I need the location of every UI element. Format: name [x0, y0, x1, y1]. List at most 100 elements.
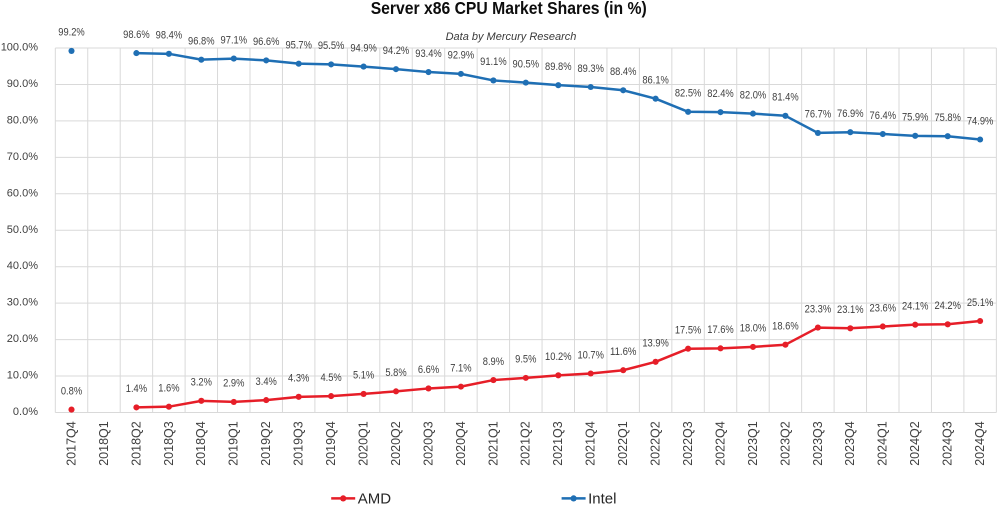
svg-text:2018Q1: 2018Q1 — [97, 421, 111, 466]
svg-text:9.5%: 9.5% — [515, 354, 536, 366]
svg-text:2017Q4: 2017Q4 — [64, 421, 78, 466]
svg-text:13.9%: 13.9% — [642, 338, 669, 350]
svg-text:2018Q3: 2018Q3 — [162, 421, 176, 466]
svg-text:82.0%: 82.0% — [740, 89, 767, 101]
svg-text:2024Q2: 2024Q2 — [908, 421, 922, 466]
svg-text:94.9%: 94.9% — [350, 42, 377, 54]
svg-text:40.0%: 40.0% — [7, 260, 38, 272]
svg-text:70.0%: 70.0% — [7, 151, 38, 163]
svg-text:18.0%: 18.0% — [740, 323, 767, 335]
svg-text:4.5%: 4.5% — [320, 372, 341, 384]
svg-text:24.2%: 24.2% — [934, 300, 961, 312]
svg-text:76.9%: 76.9% — [837, 108, 864, 120]
svg-text:10.7%: 10.7% — [577, 349, 604, 361]
svg-text:3.2%: 3.2% — [191, 377, 212, 389]
svg-text:4.3%: 4.3% — [288, 373, 309, 385]
svg-text:95.5%: 95.5% — [318, 40, 345, 52]
svg-text:82.4%: 82.4% — [707, 88, 734, 100]
svg-text:96.8%: 96.8% — [188, 36, 215, 48]
svg-text:2018Q2: 2018Q2 — [129, 421, 143, 466]
svg-text:2018Q4: 2018Q4 — [194, 421, 208, 466]
svg-text:1.6%: 1.6% — [158, 383, 179, 395]
svg-text:98.6%: 98.6% — [123, 29, 150, 41]
svg-text:23.1%: 23.1% — [837, 304, 864, 316]
svg-text:1.4%: 1.4% — [126, 383, 147, 395]
svg-text:2021Q4: 2021Q4 — [584, 421, 598, 466]
svg-text:AMD: AMD — [358, 490, 392, 507]
svg-text:2022Q3: 2022Q3 — [681, 421, 695, 466]
svg-text:Server x86 CPU Market Shares (: Server x86 CPU Market Shares (in %) — [371, 0, 647, 18]
svg-text:17.5%: 17.5% — [675, 325, 702, 337]
svg-text:75.8%: 75.8% — [934, 112, 961, 124]
svg-text:3.4%: 3.4% — [256, 376, 277, 388]
svg-text:60.0%: 60.0% — [7, 187, 38, 199]
svg-text:2023Q1: 2023Q1 — [746, 421, 760, 466]
svg-text:2022Q1: 2022Q1 — [616, 421, 630, 466]
svg-text:92.9%: 92.9% — [448, 50, 475, 62]
svg-text:2020Q3: 2020Q3 — [421, 421, 435, 466]
svg-text:2021Q2: 2021Q2 — [519, 421, 533, 466]
svg-text:2019Q3: 2019Q3 — [292, 421, 306, 466]
svg-text:2024Q1: 2024Q1 — [876, 421, 890, 466]
svg-text:6.6%: 6.6% — [418, 364, 439, 376]
svg-text:23.3%: 23.3% — [805, 303, 832, 315]
svg-text:89.8%: 89.8% — [545, 61, 572, 73]
svg-text:86.1%: 86.1% — [642, 75, 669, 87]
svg-text:25.1%: 25.1% — [967, 297, 994, 309]
svg-text:97.1%: 97.1% — [221, 34, 248, 46]
svg-text:88.4%: 88.4% — [610, 66, 637, 78]
svg-text:5.8%: 5.8% — [385, 367, 406, 379]
svg-text:2021Q3: 2021Q3 — [551, 421, 565, 466]
svg-text:80.0%: 80.0% — [7, 114, 38, 126]
svg-text:Data by Mercury Research: Data by Mercury Research — [446, 31, 577, 43]
svg-text:11.6%: 11.6% — [610, 346, 637, 358]
svg-text:8.9%: 8.9% — [483, 356, 504, 368]
svg-text:0.8%: 0.8% — [61, 385, 82, 397]
svg-text:24.1%: 24.1% — [902, 301, 929, 313]
svg-text:0.0%: 0.0% — [13, 406, 38, 418]
svg-text:2023Q3: 2023Q3 — [811, 421, 825, 466]
svg-text:2024Q4: 2024Q4 — [973, 421, 987, 466]
svg-text:82.5%: 82.5% — [675, 88, 702, 100]
svg-text:90.0%: 90.0% — [7, 78, 38, 90]
svg-text:90.5%: 90.5% — [513, 58, 540, 70]
svg-text:2019Q2: 2019Q2 — [259, 421, 273, 466]
svg-text:2021Q1: 2021Q1 — [486, 421, 500, 466]
svg-text:2020Q2: 2020Q2 — [389, 421, 403, 466]
svg-text:96.6%: 96.6% — [253, 36, 280, 48]
svg-text:91.1%: 91.1% — [480, 56, 507, 68]
svg-text:2020Q4: 2020Q4 — [454, 421, 468, 466]
svg-text:2024Q3: 2024Q3 — [941, 421, 955, 466]
svg-text:95.7%: 95.7% — [285, 40, 312, 52]
svg-text:99.2%: 99.2% — [58, 27, 85, 39]
svg-text:2022Q2: 2022Q2 — [649, 421, 663, 466]
svg-text:74.9%: 74.9% — [967, 115, 994, 127]
svg-text:5.1%: 5.1% — [353, 370, 374, 382]
svg-text:2023Q4: 2023Q4 — [843, 421, 857, 466]
svg-text:2022Q4: 2022Q4 — [713, 421, 727, 466]
svg-text:93.4%: 93.4% — [415, 48, 442, 60]
svg-text:17.6%: 17.6% — [707, 324, 734, 336]
svg-text:89.3%: 89.3% — [577, 63, 604, 75]
svg-text:Intel: Intel — [588, 490, 616, 507]
svg-text:23.6%: 23.6% — [870, 302, 897, 314]
svg-text:100.0%: 100.0% — [1, 42, 39, 54]
svg-text:2023Q2: 2023Q2 — [778, 421, 792, 466]
svg-text:76.4%: 76.4% — [870, 110, 897, 122]
svg-text:98.4%: 98.4% — [156, 30, 183, 42]
svg-text:94.2%: 94.2% — [383, 45, 410, 57]
svg-text:18.6%: 18.6% — [772, 321, 799, 333]
svg-text:81.4%: 81.4% — [772, 92, 799, 104]
svg-text:76.7%: 76.7% — [805, 109, 832, 121]
svg-text:2019Q4: 2019Q4 — [324, 421, 338, 466]
svg-text:7.1%: 7.1% — [450, 362, 471, 374]
svg-text:20.0%: 20.0% — [7, 333, 38, 345]
svg-text:50.0%: 50.0% — [7, 224, 38, 236]
svg-text:10.2%: 10.2% — [545, 351, 572, 363]
svg-text:2020Q1: 2020Q1 — [357, 421, 371, 466]
svg-text:2019Q1: 2019Q1 — [227, 421, 241, 466]
svg-text:10.0%: 10.0% — [7, 370, 38, 382]
svg-text:75.9%: 75.9% — [902, 112, 929, 124]
svg-text:30.0%: 30.0% — [7, 297, 38, 309]
svg-text:2.9%: 2.9% — [223, 378, 244, 390]
